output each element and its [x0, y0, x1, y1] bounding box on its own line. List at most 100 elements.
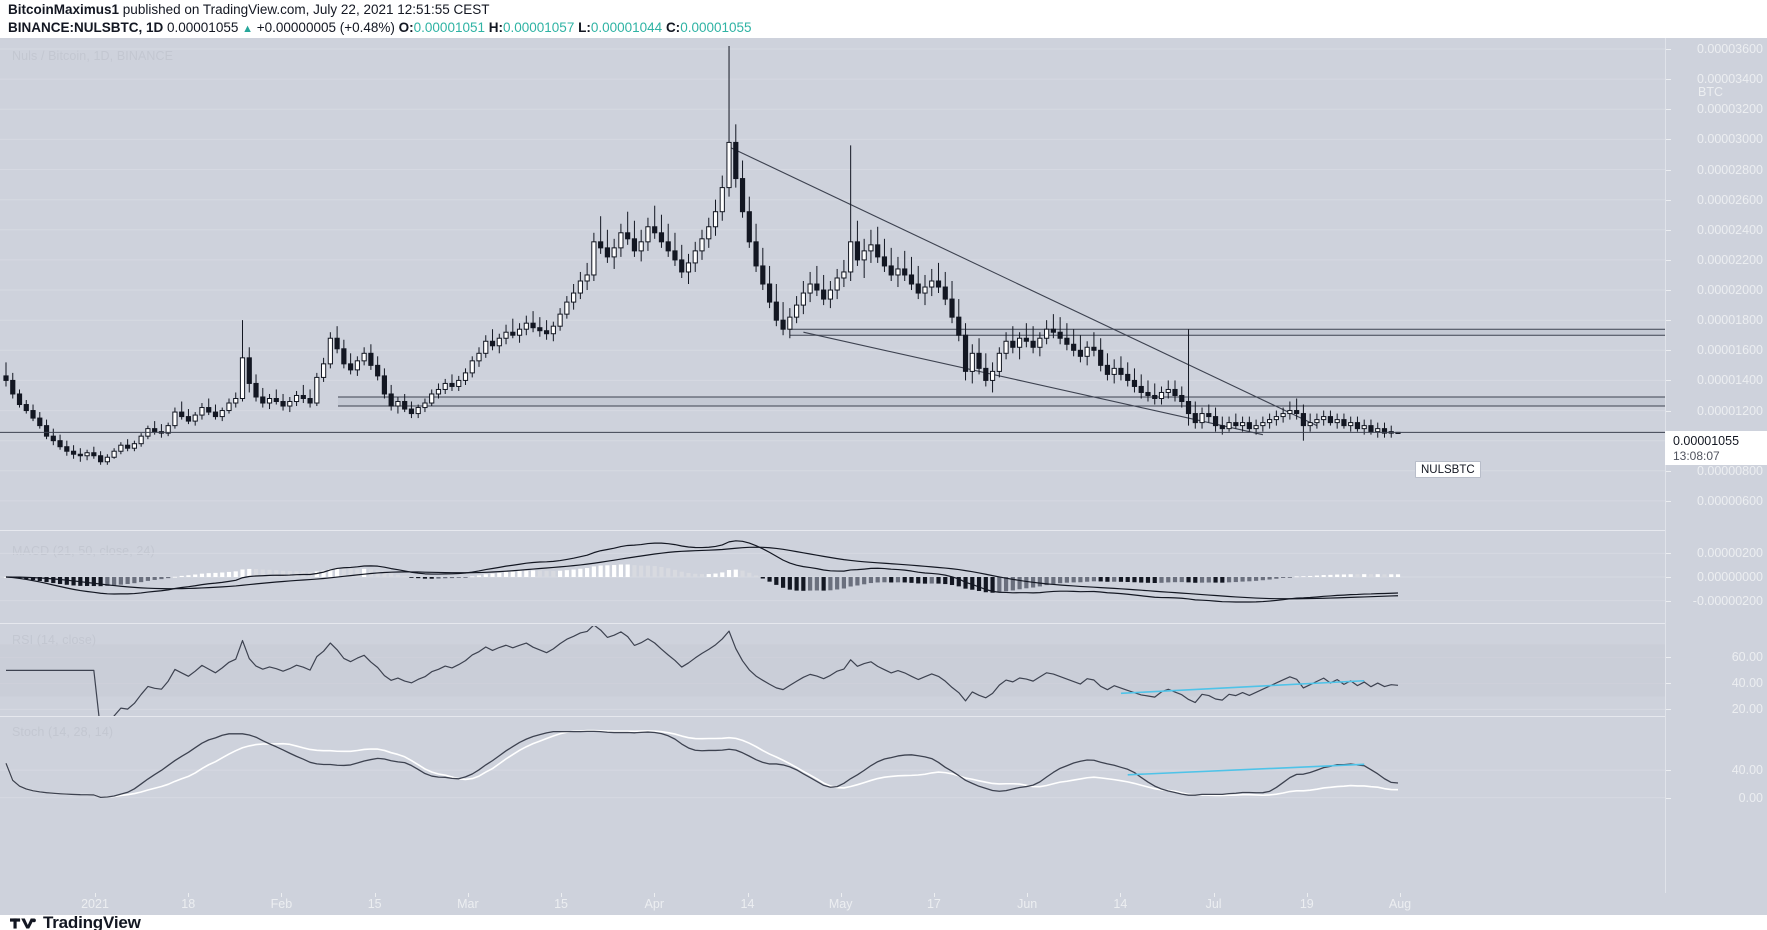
time-tick-mark [374, 893, 376, 897]
time-tick-label: 15 [367, 897, 382, 911]
time-tick-label: Feb [270, 897, 293, 911]
symbol-quote-line: BINANCE:NULSBTC, 1D 0.00001055 ▲ +0.0000… [8, 19, 1408, 38]
time-tick-label: Jun [1017, 897, 1038, 911]
current-price-value: 0.00001055 [1673, 433, 1740, 448]
time-tick-mark [467, 893, 469, 897]
symbol-label[interactable]: BINANCE:NULSBTC, 1D [8, 20, 164, 35]
author-name[interactable]: BitcoinMaximus1 [8, 2, 120, 17]
low-value: 0.00001044 [590, 20, 663, 35]
axis-tick-label: 0.00003600 [1696, 42, 1763, 56]
time-tick-mark [840, 893, 842, 897]
time-tick-label: 19 [1299, 897, 1314, 911]
chart-canvas-area[interactable]: Nuls / Bitcoin, 1D, BINANCE MACD (21, 50… [0, 38, 1767, 893]
chart-header: BitcoinMaximus1 published on TradingView… [8, 2, 1408, 36]
open-value: 0.00001051 [413, 20, 485, 35]
axis-tick-mark [1666, 770, 1671, 772]
axis-tick-label: 0.00001400 [1696, 373, 1763, 388]
axis-tick-label: 40.00 [1731, 676, 1763, 691]
low-key: L: [578, 20, 591, 35]
price-pane-title: Nuls / Bitcoin, 1D, BINANCE [12, 49, 174, 63]
up-triangle-icon: ▲ [242, 23, 253, 35]
axis-tick-mark [1666, 229, 1671, 231]
axis-tick-mark [1666, 470, 1671, 472]
axis-tick-label: 0.00002000 [1696, 283, 1763, 298]
publish-line: BitcoinMaximus1 published on TradingView… [8, 2, 1408, 18]
time-tick-mark [1400, 893, 1401, 897]
axis-tick-mark [1666, 553, 1671, 555]
axis-tick-mark [1666, 320, 1671, 322]
axis-tick-label: 40.00 [1731, 763, 1763, 778]
time-tick-label: Aug [1388, 897, 1412, 911]
close-key: C: [665, 20, 681, 35]
high-key: H: [488, 20, 503, 35]
symbol-price-tag[interactable]: NULSBTC [1415, 461, 1481, 479]
time-tick-label: 2021 [81, 897, 109, 911]
axis-tick-mark [1666, 657, 1671, 659]
axis-tick-label: 0.00000800 [1696, 463, 1763, 478]
pane-divider-3 [0, 716, 1767, 717]
tradingview-wordmark: TradingView [43, 913, 141, 930]
time-tick-label: Apr [644, 897, 665, 911]
axis-tick-mark [1666, 350, 1671, 352]
price-change: +0.00000005 (+0.48%) [256, 20, 395, 35]
axis-tick-mark [1666, 709, 1671, 711]
axis-tick-mark [1666, 290, 1671, 292]
stoch-pane-plot [0, 729, 1665, 799]
high-value: 0.00001057 [503, 20, 575, 35]
axis-tick-mark [1666, 109, 1671, 111]
tradingview-logo[interactable]: TradingView [10, 913, 141, 930]
axis-tick-label: 0.00000200 [1696, 546, 1763, 561]
axis-tick-mark [1666, 577, 1671, 578]
current-price-badge: 0.00001055 13:08:07 [1665, 431, 1767, 465]
axis-tick-label: 0.00001200 [1696, 403, 1763, 418]
time-tick-mark [281, 893, 283, 897]
publish-info: published on TradingView.com, July 22, 2… [122, 2, 490, 17]
macd-pane-title: MACD (21, 50, close, 24) [12, 544, 155, 558]
axis-tick-mark [1666, 600, 1671, 602]
time-tick-mark [1120, 893, 1122, 897]
time-tick-mark [933, 893, 935, 897]
tradingview-mark-icon [10, 917, 36, 929]
pane-divider-2 [0, 623, 1767, 624]
time-axis[interactable]: 2021 18 Feb 15 Mar 15 Apr 14 May 17 Jun 14 Jul 19 Aug [0, 893, 1767, 915]
time-tick-mark [654, 893, 656, 897]
axis-tick-mark [1666, 139, 1671, 141]
axis-tick-mark [1666, 500, 1671, 502]
time-tick-label: 14 [740, 897, 755, 911]
time-tick-mark [1027, 893, 1029, 897]
axis-tick-label: 0.00002600 [1696, 192, 1763, 207]
time-tick-label: May [828, 897, 853, 911]
macd-pane-plot [0, 540, 1665, 603]
time-tick-mark [188, 893, 190, 897]
axis-tick-mark [1666, 410, 1671, 412]
time-tick-mark [1213, 893, 1215, 897]
rsi-pane-plot [0, 626, 1665, 716]
axis-tick-label: 0.00000600 [1696, 493, 1763, 508]
time-tick-label: 17 [926, 897, 941, 911]
price-axis-divider [1665, 38, 1666, 893]
axis-tick-mark [1666, 797, 1671, 799]
axis-tick-label: 0.00000000 [1696, 570, 1763, 584]
price-axis[interactable]: 0.00003600 0.00003400 0.00003200 0.00003000… [1665, 38, 1767, 893]
axis-tick-mark [1666, 380, 1671, 382]
axis-tick-label: 0.00002800 [1696, 162, 1763, 177]
close-value: 0.00001055 [680, 20, 752, 35]
rsi-pane-title: RSI (14, close) [12, 633, 97, 647]
axis-tick-mark [1666, 79, 1671, 81]
axis-tick-mark [1666, 49, 1671, 50]
time-tick-mark [1306, 893, 1308, 897]
pane-divider-1 [0, 530, 1767, 531]
time-tick-label: Mar [457, 897, 479, 911]
axis-tick-label: 0.00003000 [1696, 132, 1763, 147]
footer-bar: TradingView [0, 913, 1767, 930]
axis-tick-mark [1666, 683, 1671, 685]
axis-tick-mark [1666, 199, 1671, 201]
axis-tick-label: 0.00003200 [1696, 102, 1763, 117]
time-tick-label: 15 [554, 897, 569, 911]
axis-tick-label: 60.00 [1731, 650, 1763, 665]
axis-tick-mark [1666, 259, 1671, 261]
time-tick-label: 14 [1113, 897, 1128, 911]
axis-tick-label: 0.00002400 [1696, 222, 1763, 237]
axis-tick-label: 0.00002200 [1696, 252, 1763, 267]
